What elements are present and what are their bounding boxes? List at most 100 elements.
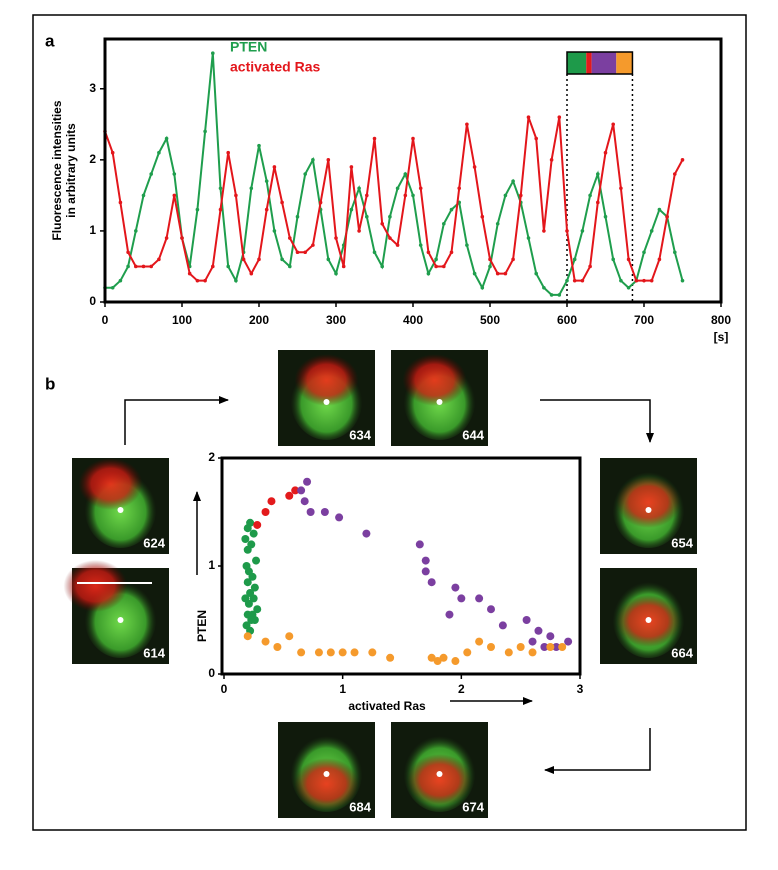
data-point	[388, 214, 392, 219]
data-point	[495, 271, 500, 276]
data-point	[141, 264, 146, 269]
scatter-point	[335, 513, 344, 522]
phase-segment	[567, 52, 587, 74]
scatter-point	[498, 621, 507, 630]
data-point	[418, 243, 423, 247]
y-tick-label: 1	[208, 558, 215, 572]
data-point	[395, 186, 400, 191]
scatter-point	[306, 508, 315, 516]
micrograph: 674	[391, 722, 488, 818]
scatter-point	[252, 556, 261, 565]
scatter-point	[273, 643, 282, 651]
data-point	[365, 193, 369, 198]
scatter-point	[528, 648, 537, 657]
scatter-point	[241, 535, 250, 543]
scatter-point	[253, 520, 262, 529]
scatter-point	[475, 594, 484, 603]
data-point	[187, 271, 192, 276]
data-point	[426, 271, 431, 276]
data-point	[349, 165, 354, 169]
data-point	[164, 236, 169, 240]
data-point	[357, 186, 361, 191]
scatter-point	[421, 556, 430, 565]
scatter-point	[248, 572, 257, 581]
scatter-point	[504, 648, 513, 657]
centre-dot	[323, 771, 330, 777]
data-point	[257, 257, 261, 262]
data-point	[649, 278, 654, 283]
data-point	[365, 214, 369, 219]
scatter-point	[433, 657, 442, 666]
cell-red	[78, 458, 143, 510]
data-point	[195, 278, 200, 283]
x-tick-label: 3	[577, 682, 584, 696]
cell-red	[402, 354, 467, 406]
x-tick-label: 1	[339, 682, 346, 696]
data-point	[234, 278, 238, 283]
data-point	[272, 229, 277, 233]
data-point	[418, 186, 423, 191]
data-point	[157, 257, 161, 262]
data-point	[442, 264, 446, 269]
scatter-point	[243, 632, 252, 641]
phase-bar-frame	[566, 51, 634, 75]
scatter-point	[248, 610, 257, 619]
data-point	[480, 214, 485, 219]
data-point	[526, 115, 531, 119]
data-point	[580, 229, 585, 233]
scatter-point	[552, 643, 561, 651]
data-point	[619, 278, 623, 283]
x-tick-label: 700	[634, 313, 654, 327]
data-point	[326, 158, 331, 162]
data-point	[272, 165, 277, 169]
data-point	[588, 264, 592, 269]
scatter-point	[291, 486, 300, 495]
data-point	[457, 186, 462, 191]
data-point	[465, 243, 469, 247]
scatter-point	[427, 653, 436, 662]
phase-segment	[586, 52, 592, 74]
y-axis-label: PTEN	[195, 610, 209, 642]
data-point	[349, 207, 354, 212]
series-line	[104, 116, 684, 282]
data-point	[172, 172, 177, 176]
data-point	[110, 285, 115, 290]
legend-label: activated Ras	[230, 59, 320, 75]
data-point	[673, 250, 677, 255]
centre-dot	[117, 507, 124, 513]
data-point	[172, 193, 177, 198]
micrograph: 684	[278, 722, 375, 818]
y-tick-label: 0	[89, 294, 96, 308]
data-point	[326, 257, 331, 262]
scatter-point	[421, 567, 430, 576]
x-axis-label: activated Ras	[348, 699, 426, 713]
data-point	[626, 257, 631, 262]
data-point	[311, 158, 315, 162]
data-point	[596, 200, 600, 205]
panel-label: a	[45, 31, 55, 50]
data-point	[195, 207, 200, 212]
data-point	[211, 264, 215, 269]
data-point	[295, 214, 300, 219]
data-point	[442, 222, 446, 226]
data-point	[642, 250, 646, 255]
scatter-point	[362, 529, 371, 538]
scatter-point	[303, 477, 312, 486]
micrograph-time: 624	[143, 535, 165, 550]
centre-dot	[645, 617, 652, 623]
data-point	[665, 214, 669, 219]
data-point	[288, 236, 292, 240]
x-tick-label: 100	[172, 313, 192, 327]
data-point	[588, 193, 592, 198]
data-point	[249, 186, 254, 191]
micrograph: 614	[63, 560, 169, 664]
data-point	[657, 257, 662, 262]
data-point	[549, 293, 554, 297]
scatter-point	[445, 610, 454, 619]
data-point	[388, 236, 392, 240]
cell-red	[616, 476, 681, 528]
micrograph: 644	[391, 350, 488, 446]
scatter-point	[546, 632, 555, 641]
data-point	[264, 207, 269, 212]
x-tick-label: 0	[102, 313, 109, 327]
